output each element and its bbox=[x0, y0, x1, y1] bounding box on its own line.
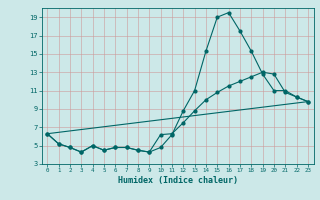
X-axis label: Humidex (Indice chaleur): Humidex (Indice chaleur) bbox=[118, 176, 237, 185]
